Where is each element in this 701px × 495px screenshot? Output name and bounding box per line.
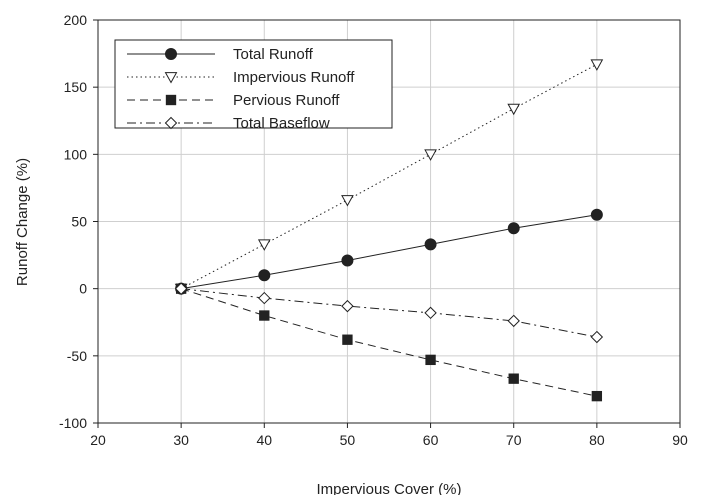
data-point bbox=[424, 306, 437, 320]
y-tick-label: -100 bbox=[59, 415, 87, 431]
x-axis-title: Impervious Cover (%) bbox=[316, 481, 461, 495]
series-3 bbox=[175, 283, 603, 402]
legend-marker bbox=[165, 48, 177, 60]
y-tick-label: 100 bbox=[64, 146, 88, 162]
data-point bbox=[507, 314, 520, 328]
x-tick-label: 20 bbox=[90, 432, 106, 448]
x-tick-label: 90 bbox=[672, 432, 688, 448]
legend-label: Total Runoff bbox=[233, 46, 314, 63]
x-tick-label: 80 bbox=[589, 432, 605, 448]
legend-marker bbox=[164, 116, 178, 130]
legend-label: Total Baseflow bbox=[233, 115, 330, 132]
data-point bbox=[508, 373, 519, 384]
legend: Total Runoff Impervious Runoff Pervious Ru… bbox=[114, 39, 393, 132]
data-point bbox=[257, 239, 271, 251]
data-point bbox=[341, 195, 354, 207]
x-tick-label: 30 bbox=[173, 432, 189, 448]
series-group bbox=[174, 59, 604, 402]
data-point bbox=[258, 269, 271, 282]
series-line bbox=[181, 214, 597, 290]
x-tick-label: 50 bbox=[340, 432, 356, 448]
legend-marker bbox=[164, 72, 178, 84]
tick-labels: 20 30 40 50 60 70 80 90 -100 -50 0 50 100 150 200 bbox=[59, 12, 688, 448]
data-point bbox=[341, 299, 354, 313]
data-point bbox=[507, 103, 521, 116]
data-point bbox=[424, 149, 437, 161]
data-point bbox=[259, 310, 270, 321]
legend-item: Total Baseflow bbox=[127, 115, 330, 132]
legend-box bbox=[114, 39, 393, 129]
data-point bbox=[590, 59, 604, 71]
data-point bbox=[174, 282, 188, 295]
legend-label: Impervious Runoff bbox=[233, 69, 355, 86]
x-tick-label: 60 bbox=[423, 432, 439, 448]
y-tick-label: 200 bbox=[64, 12, 88, 28]
series-line bbox=[180, 288, 597, 397]
legend-label: Pervious Runoff bbox=[233, 92, 340, 109]
data-point bbox=[590, 208, 603, 221]
x-tick-label: 70 bbox=[506, 432, 522, 448]
data-point bbox=[342, 334, 353, 345]
y-tick-label: 150 bbox=[64, 79, 88, 95]
data-point bbox=[424, 238, 437, 251]
series-4 bbox=[174, 282, 604, 344]
y-tick-label: 0 bbox=[79, 281, 87, 297]
x-tick-label: 40 bbox=[256, 432, 272, 448]
data-point bbox=[425, 354, 436, 366]
data-point bbox=[341, 254, 354, 267]
data-point bbox=[591, 390, 603, 402]
y-tick-label: -50 bbox=[67, 348, 87, 364]
series-1 bbox=[175, 208, 603, 295]
legend-item: Pervious Runoff bbox=[127, 92, 340, 109]
legend-item: Impervious Runoff bbox=[127, 69, 355, 86]
legend-marker bbox=[165, 94, 177, 106]
data-point bbox=[258, 291, 271, 305]
y-axis-title: Runoff Change (%) bbox=[14, 158, 31, 286]
data-point bbox=[507, 222, 520, 235]
y-tick-label: 50 bbox=[71, 214, 87, 230]
legend-item: Total Runoff bbox=[127, 46, 314, 63]
data-point bbox=[590, 330, 604, 344]
series-line bbox=[181, 288, 597, 338]
